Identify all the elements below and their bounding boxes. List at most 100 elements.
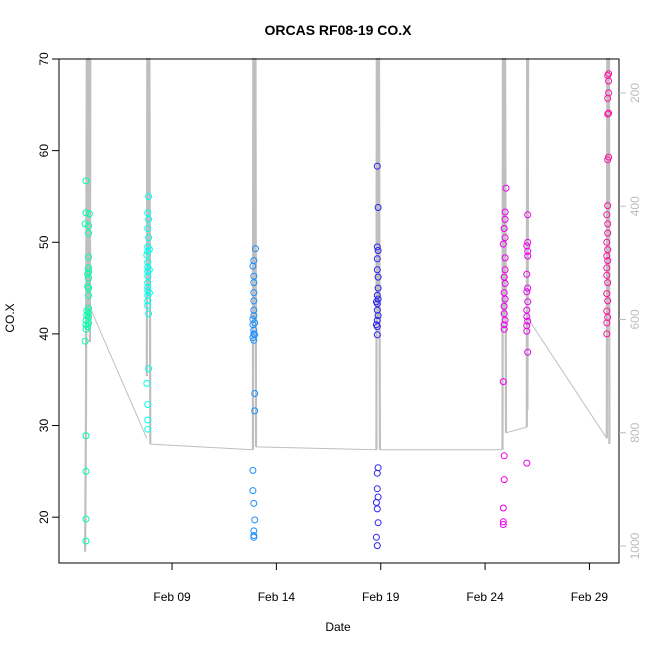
data-point-s0-23 bbox=[85, 229, 93, 237]
data-point-s4-16 bbox=[501, 254, 509, 262]
x-tick-label-3: Feb 24 bbox=[466, 590, 504, 604]
altitude-flight-4 bbox=[501, 57, 508, 450]
data-point-s2-11 bbox=[250, 330, 258, 338]
altitude-flight-3 bbox=[375, 57, 381, 450]
data-point-s1-24 bbox=[145, 289, 153, 297]
y-right-tick-label-1: 400 bbox=[628, 196, 642, 216]
data-point-s1-3 bbox=[143, 379, 151, 387]
data-point-s5-11 bbox=[604, 246, 612, 254]
data-point-s2-17 bbox=[250, 297, 258, 305]
data-point-s0-14 bbox=[85, 313, 93, 321]
data-point-s1-17 bbox=[144, 247, 152, 255]
x-tick-label-4: Feb 29 bbox=[571, 590, 609, 604]
data-point-s3-17 bbox=[374, 284, 382, 292]
data-point-s2-7 bbox=[251, 407, 259, 415]
data-point-s5-2 bbox=[604, 313, 612, 321]
data-point-s4-14 bbox=[500, 273, 508, 281]
data-point-s5-18 bbox=[605, 153, 613, 161]
altitude-connector-5 bbox=[528, 319, 608, 439]
data-point-s4-15 bbox=[501, 266, 509, 274]
x-tick-label-0: Feb 09 bbox=[153, 590, 191, 604]
data-point-s0-10 bbox=[81, 220, 89, 228]
data-point-s5-9 bbox=[604, 257, 612, 265]
data-point-s1-20 bbox=[144, 225, 152, 232]
data-point-s3-9 bbox=[373, 331, 381, 339]
data-point-s3-18 bbox=[374, 273, 382, 281]
data-point-s4-37 bbox=[524, 238, 532, 246]
data-point-s2-22 bbox=[250, 257, 258, 265]
data-point-s4-23 bbox=[523, 459, 531, 467]
data-point-s1-4 bbox=[145, 365, 153, 373]
data-point-s3-11 bbox=[373, 316, 381, 324]
data-point-s3-1 bbox=[372, 533, 380, 541]
x-axis-label: Date bbox=[325, 620, 351, 634]
data-point-s0-16 bbox=[85, 304, 93, 312]
y-right-tick-label-0: 200 bbox=[628, 83, 642, 103]
data-point-s5-19 bbox=[604, 110, 612, 118]
data-point-s2-24 bbox=[251, 319, 259, 327]
data-point-s4-26 bbox=[523, 322, 531, 330]
data-point-s4-30 bbox=[524, 298, 532, 306]
data-point-s2-6 bbox=[250, 533, 258, 541]
data-point-s3-0 bbox=[373, 542, 381, 550]
data-point-s4-18 bbox=[501, 234, 509, 242]
altitude-connector-0 bbox=[89, 308, 148, 439]
data-point-s3-2 bbox=[374, 519, 382, 527]
y-tick-label-1: 30 bbox=[37, 419, 51, 433]
y-tick-label-4: 60 bbox=[37, 144, 51, 158]
data-point-s4-20 bbox=[501, 215, 509, 223]
data-point-s0-2 bbox=[82, 467, 90, 475]
altitude-connector-1 bbox=[150, 443, 253, 451]
data-point-s1-15 bbox=[144, 258, 152, 266]
data-point-s2-2 bbox=[250, 499, 258, 507]
data-point-s4-8 bbox=[501, 316, 509, 324]
y-right-tick-label-4: 1000 bbox=[628, 532, 642, 559]
data-point-s2-23 bbox=[252, 245, 259, 253]
data-point-s4-31 bbox=[523, 288, 531, 296]
data-point-s4-36 bbox=[523, 242, 531, 250]
data-point-s1-12 bbox=[144, 272, 152, 280]
data-point-s5-13 bbox=[604, 229, 612, 237]
data-point-s4-33 bbox=[523, 270, 531, 278]
x-tick-label-2: Feb 19 bbox=[362, 590, 400, 604]
data-point-s1-19 bbox=[145, 234, 153, 242]
y-tick-label-5: 70 bbox=[37, 52, 51, 66]
data-point-s0-17 bbox=[85, 291, 93, 299]
data-point-s1-6 bbox=[144, 302, 152, 309]
x-tick-label-1: Feb 14 bbox=[258, 590, 296, 604]
data-point-s4-0 bbox=[499, 521, 507, 528]
data-point-s1-5 bbox=[145, 310, 153, 318]
data-point-s0-28 bbox=[84, 270, 92, 278]
data-point-s3-25 bbox=[372, 321, 380, 329]
data-point-s3-5 bbox=[374, 493, 382, 501]
y-axis: 20 30 40 50 60 70 bbox=[37, 52, 59, 524]
y-tick-label-3: 50 bbox=[37, 235, 51, 249]
data-point-s4-21 bbox=[501, 208, 509, 216]
data-point-s0-0 bbox=[82, 537, 90, 545]
data-point-s3-22 bbox=[373, 243, 381, 251]
data-point-s0-11 bbox=[82, 209, 90, 217]
altitude-trace bbox=[84, 57, 611, 552]
data-point-s3-24 bbox=[373, 162, 381, 170]
data-point-s0-25 bbox=[85, 210, 93, 218]
data-point-s3-20 bbox=[373, 255, 381, 263]
x-axis: Feb 09 Feb 14 Feb 19 Feb 24 Feb 29 bbox=[153, 563, 608, 604]
y-tick-label-2: 40 bbox=[37, 327, 51, 341]
data-point-s0-24 bbox=[85, 222, 93, 230]
data-point-s0-3 bbox=[82, 432, 90, 440]
data-point-s1-26 bbox=[145, 246, 153, 254]
data-point-s0-12 bbox=[82, 177, 90, 185]
data-point-s0-21 bbox=[85, 264, 93, 272]
data-point-s5-10 bbox=[603, 252, 611, 260]
data-point-s5-20 bbox=[605, 109, 613, 117]
data-point-s4-34 bbox=[524, 252, 532, 260]
data-point-s4-29 bbox=[523, 306, 531, 314]
data-point-s1-1 bbox=[144, 416, 152, 424]
data-point-s0-26 bbox=[84, 323, 92, 331]
data-point-s3-21 bbox=[374, 247, 382, 254]
data-point-s2-14 bbox=[249, 315, 257, 323]
data-point-s5-8 bbox=[603, 264, 611, 272]
data-point-s5-14 bbox=[604, 220, 612, 228]
data-point-s3-6 bbox=[373, 485, 381, 493]
data-point-s5-15 bbox=[603, 211, 611, 219]
